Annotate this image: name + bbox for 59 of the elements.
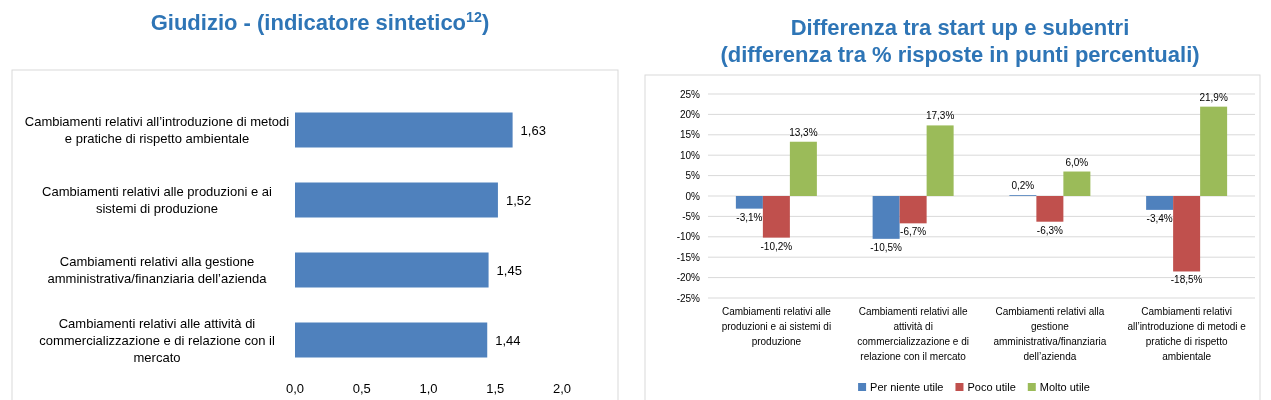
- bar: [295, 112, 513, 148]
- y-tick-label: 10%: [679, 149, 701, 161]
- x-tick-label: 1,0: [419, 381, 438, 396]
- x-tick-label: Cambiamenti relativi all’introduzione di metodi e pratiche di rispetto ambientale: [1127, 306, 1247, 362]
- legend-label: Poco utile: [967, 381, 1016, 393]
- bar: [789, 141, 817, 196]
- x-tick-label: 2,0: [552, 381, 572, 396]
- data-label: -18,5%: [1170, 274, 1203, 286]
- bar: [295, 182, 498, 218]
- data-label: -3,4%: [1146, 212, 1173, 224]
- bar: [1173, 196, 1201, 272]
- legend-label: Per niente utile: [870, 381, 944, 393]
- y-tick-label: Cambiamenti relativi all’introduzione di metodi e pratiche di rispetto ambientale: [24, 114, 290, 146]
- y-tick-label: 20%: [679, 108, 701, 120]
- y-tick-label: -15%: [676, 251, 701, 263]
- x-tick-label: 1,5: [486, 381, 505, 396]
- bar: [295, 252, 489, 288]
- bar: [899, 196, 927, 224]
- data-label: 6,0%: [1065, 156, 1089, 168]
- data-label: 17,3%: [925, 110, 955, 122]
- bar: [1036, 196, 1064, 222]
- y-tick-label: -10%: [676, 231, 701, 243]
- y-tick-label: Cambiamenti relativi alle produzioni e ai sistemi di produzione: [42, 184, 272, 216]
- y-tick-label: 15%: [679, 129, 701, 141]
- y-tick-label: -25%: [676, 292, 701, 304]
- x-tick-label: Cambiamenti relativi alla gestione amministrativa/finanziaria dell’azienda: [993, 306, 1107, 362]
- bar: [295, 322, 488, 358]
- data-label: 1,44: [495, 332, 521, 348]
- y-tick-label: 25%: [679, 88, 701, 100]
- x-tick-label: 0,0: [285, 381, 305, 396]
- y-tick-label: -20%: [676, 272, 701, 284]
- y-tick-label: -5%: [682, 210, 701, 222]
- data-label: -10,5%: [870, 241, 903, 253]
- data-label: 13,3%: [789, 126, 818, 138]
- bar: [1200, 106, 1228, 196]
- x-tick-label: 0,5: [352, 381, 371, 396]
- bar: [762, 196, 790, 238]
- y-tick-label: Cambiamenti relativi alla gestione amministrativa/finanziaria dell’azienda: [47, 254, 268, 286]
- chart-title: Giudizio - (indicatore sintetico$^{12}$): [150, 9, 490, 35]
- y-tick-label: 5%: [685, 170, 701, 182]
- legend-label: Molto utile: [1039, 381, 1090, 393]
- data-label: 21,9%: [1199, 91, 1228, 103]
- data-label: 1,52: [505, 192, 532, 208]
- data-label: 1,63: [520, 122, 546, 138]
- data-label: 0,2%: [1011, 180, 1035, 192]
- bar: [1063, 171, 1091, 196]
- bar: [872, 196, 900, 239]
- data-label: -10,2%: [760, 240, 793, 252]
- bar: [1146, 196, 1174, 210]
- bar: [735, 196, 763, 209]
- x-tick-label: Cambiamenti relativi alle produzioni e ai sistemi di produzione: [721, 306, 832, 347]
- data-label: -3,1%: [736, 211, 763, 223]
- x-tick-label: Cambiamenti relativi alle attività di commercializzazione e di relazione con il mercato: [857, 306, 969, 362]
- data-label: -6,3%: [1036, 224, 1064, 236]
- bar: [926, 125, 954, 196]
- y-tick-label: 0%: [685, 190, 701, 202]
- data-label: 1,45: [496, 262, 522, 278]
- chart-title: Differenza tra start up e subentri (differenza tra % risposte in punti percentuali): [720, 15, 1200, 67]
- data-label: -6,7%: [900, 226, 927, 238]
